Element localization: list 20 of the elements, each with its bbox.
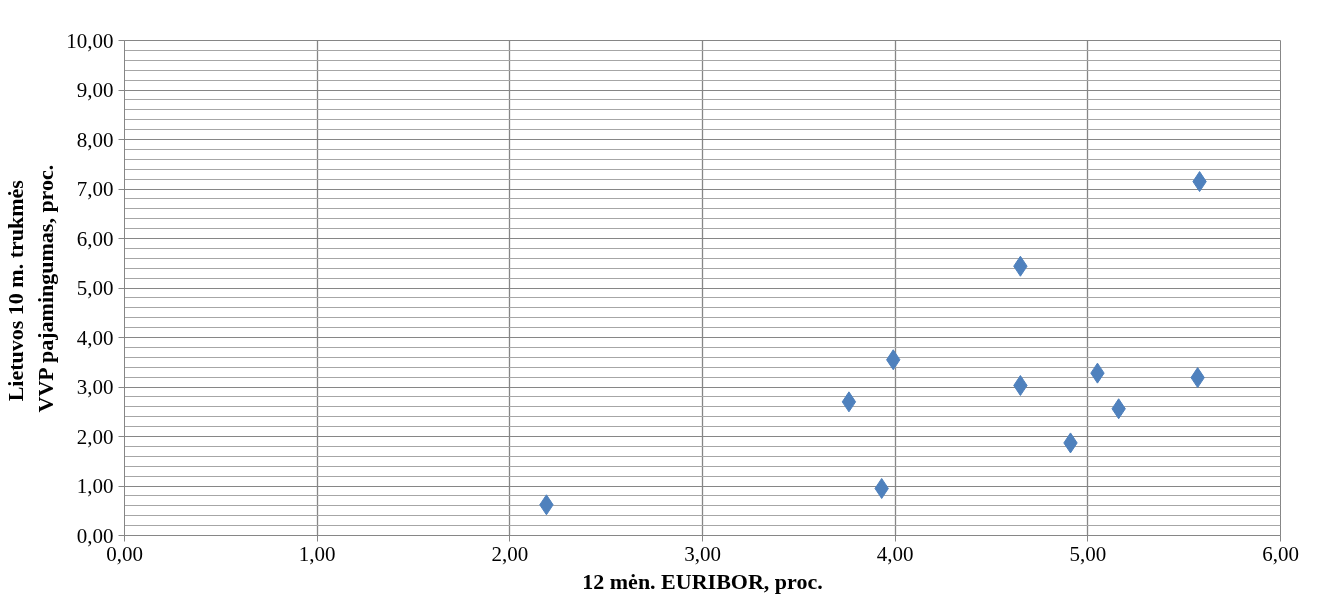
x-tick-label: 4,00 bbox=[876, 541, 914, 566]
y-tick-label: 2,00 bbox=[76, 424, 114, 449]
x-tick-label: 2,00 bbox=[491, 541, 529, 566]
y-tick-label: 7,00 bbox=[76, 177, 114, 201]
y-tick-label: 0,00 bbox=[76, 523, 114, 548]
x-tick-label: 6,00 bbox=[1262, 541, 1299, 566]
x-tick-label: 3,00 bbox=[684, 541, 721, 566]
x-axis-title: 12 mėn. EURIBOR, proc. bbox=[582, 568, 823, 594]
point bbox=[841, 391, 857, 413]
y-tick-label: 9,00 bbox=[76, 78, 114, 102]
y-tick-label: 8,00 bbox=[76, 127, 114, 152]
y-tick-label: 4,00 bbox=[76, 325, 114, 350]
y-tick-label: 6,00 bbox=[76, 226, 114, 251]
y-tick-label: 1,00 bbox=[76, 474, 114, 498]
y-tick-label: 10,00 bbox=[66, 28, 114, 53]
x-tick-label: 1,00 bbox=[298, 541, 336, 566]
y-axis-title: Lietuvos 10 m. trukmės VVP pajamingumas, proc. bbox=[3, 164, 59, 413]
y-tick-label: 5,00 bbox=[76, 276, 114, 300]
x-tick-label: 5,00 bbox=[1069, 541, 1107, 566]
y-tick-label: 3,00 bbox=[76, 375, 114, 399]
